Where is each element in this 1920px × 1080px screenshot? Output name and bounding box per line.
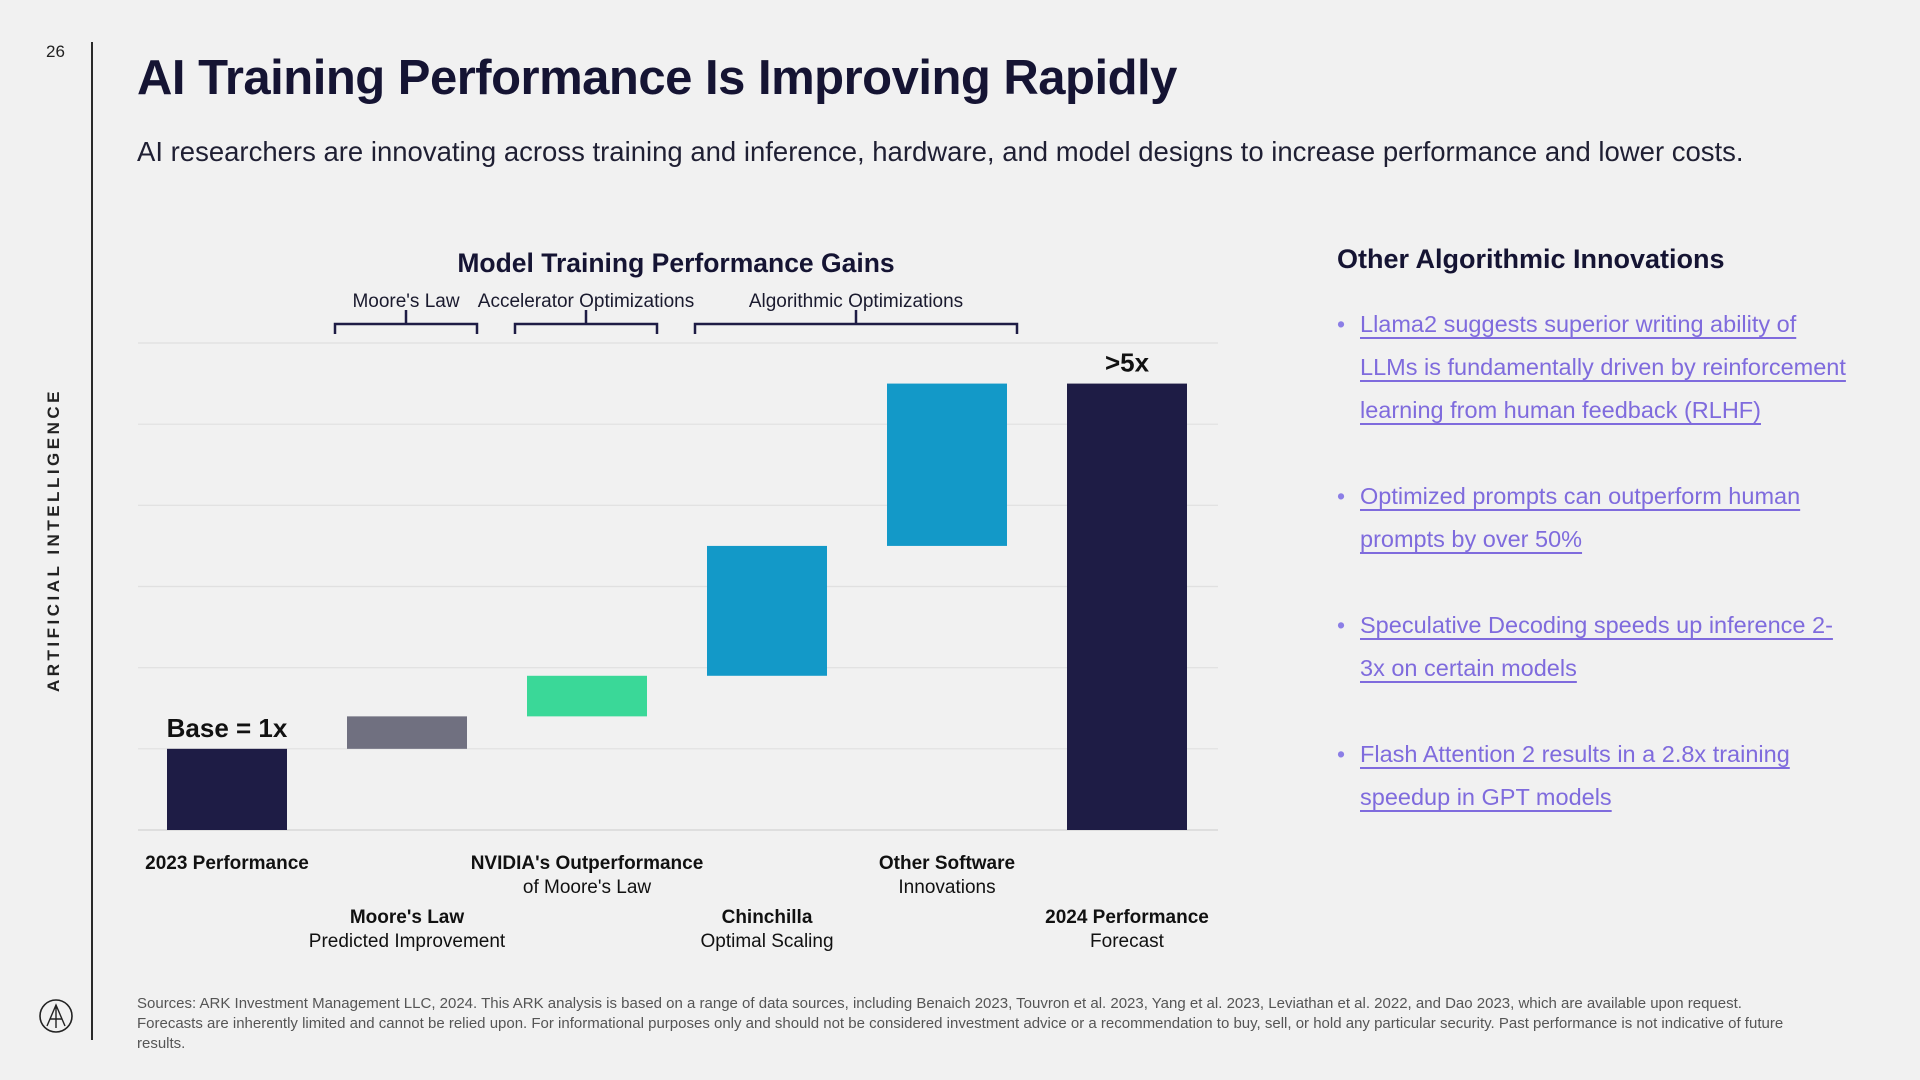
category-label: Moore's Law — [350, 907, 465, 928]
list-item: • Speculative Decoding speeds up inferenc… — [1337, 604, 1857, 690]
innovation-link[interactable]: Flash Attention 2 results in a 2.8x trai… — [1360, 741, 1790, 810]
increment-bar — [527, 675, 647, 717]
category-label: NVIDIA's Outperformance — [471, 853, 704, 874]
group-bracket — [513, 310, 659, 334]
group-bracket — [693, 310, 1019, 334]
bullet-icon: • — [1337, 612, 1346, 638]
bullet-icon: • — [1337, 311, 1346, 337]
data-label: >5x — [1105, 348, 1150, 378]
total-bar — [1067, 383, 1187, 830]
increment-bar — [887, 383, 1007, 546]
list-item: • Llama2 suggests superior writing abilit… — [1337, 303, 1857, 432]
page-title: AI Training Performance Is Improving Rap… — [137, 51, 1177, 105]
list-item: • Optimized prompts can outperform human … — [1337, 475, 1857, 561]
category-sublabel: Predicted Improvement — [309, 931, 506, 952]
group-label: Algorithmic Optimizations — [749, 291, 963, 312]
category-label: Other Software — [879, 853, 1015, 874]
data-label: Base = 1x — [167, 713, 288, 743]
category-sublabel: Forecast — [1090, 931, 1165, 952]
chart-title: Model Training Performance Gains — [457, 248, 894, 278]
category-label: Chinchilla — [722, 907, 813, 928]
category-sublabel: of Moore's Law — [523, 877, 652, 898]
bullet-icon: • — [1337, 483, 1346, 509]
waterfall-chart: Model Training Performance Gains Moore's… — [138, 248, 1218, 952]
section-label: ARTIFICIAL INTELLIGENCE — [44, 387, 63, 693]
group-label: Moore's Law — [352, 291, 459, 312]
innovation-link[interactable]: Optimized prompts can outperform human p… — [1360, 483, 1801, 552]
group-label: Accelerator Optimizations — [478, 291, 694, 312]
category-sublabel: Optimal Scaling — [700, 931, 833, 952]
list-item: • Flash Attention 2 results in a 2.8x tra… — [1337, 733, 1857, 819]
total-bar — [167, 748, 287, 830]
right-panel-title: Other Algorithmic Innovations — [1337, 244, 1725, 274]
right-panel: Other Algorithmic Innovations • Llama2 su… — [1337, 244, 1857, 862]
increment-bar — [347, 716, 467, 749]
category-label: 2023 Performance — [145, 853, 309, 874]
category-label: 2024 Performance — [1045, 907, 1209, 928]
innovation-link[interactable]: Speculative Decoding speeds up inference… — [1360, 612, 1833, 681]
innovations-list: • Llama2 suggests superior writing abilit… — [1337, 303, 1857, 819]
increment-bar — [707, 545, 827, 676]
group-bracket — [333, 310, 479, 334]
category-sublabel: Innovations — [898, 877, 995, 898]
ark-logo-icon — [39, 999, 73, 1033]
page-subtitle: AI researchers are innovating across tra… — [137, 136, 1744, 167]
innovation-link[interactable]: Llama2 suggests superior writing ability… — [1360, 311, 1846, 423]
vertical-divider — [91, 42, 93, 1040]
sources-footnote: Sources: ARK Investment Management LLC, … — [137, 995, 1784, 1052]
page-number: 26 — [46, 42, 65, 61]
bullet-icon: • — [1337, 741, 1346, 767]
